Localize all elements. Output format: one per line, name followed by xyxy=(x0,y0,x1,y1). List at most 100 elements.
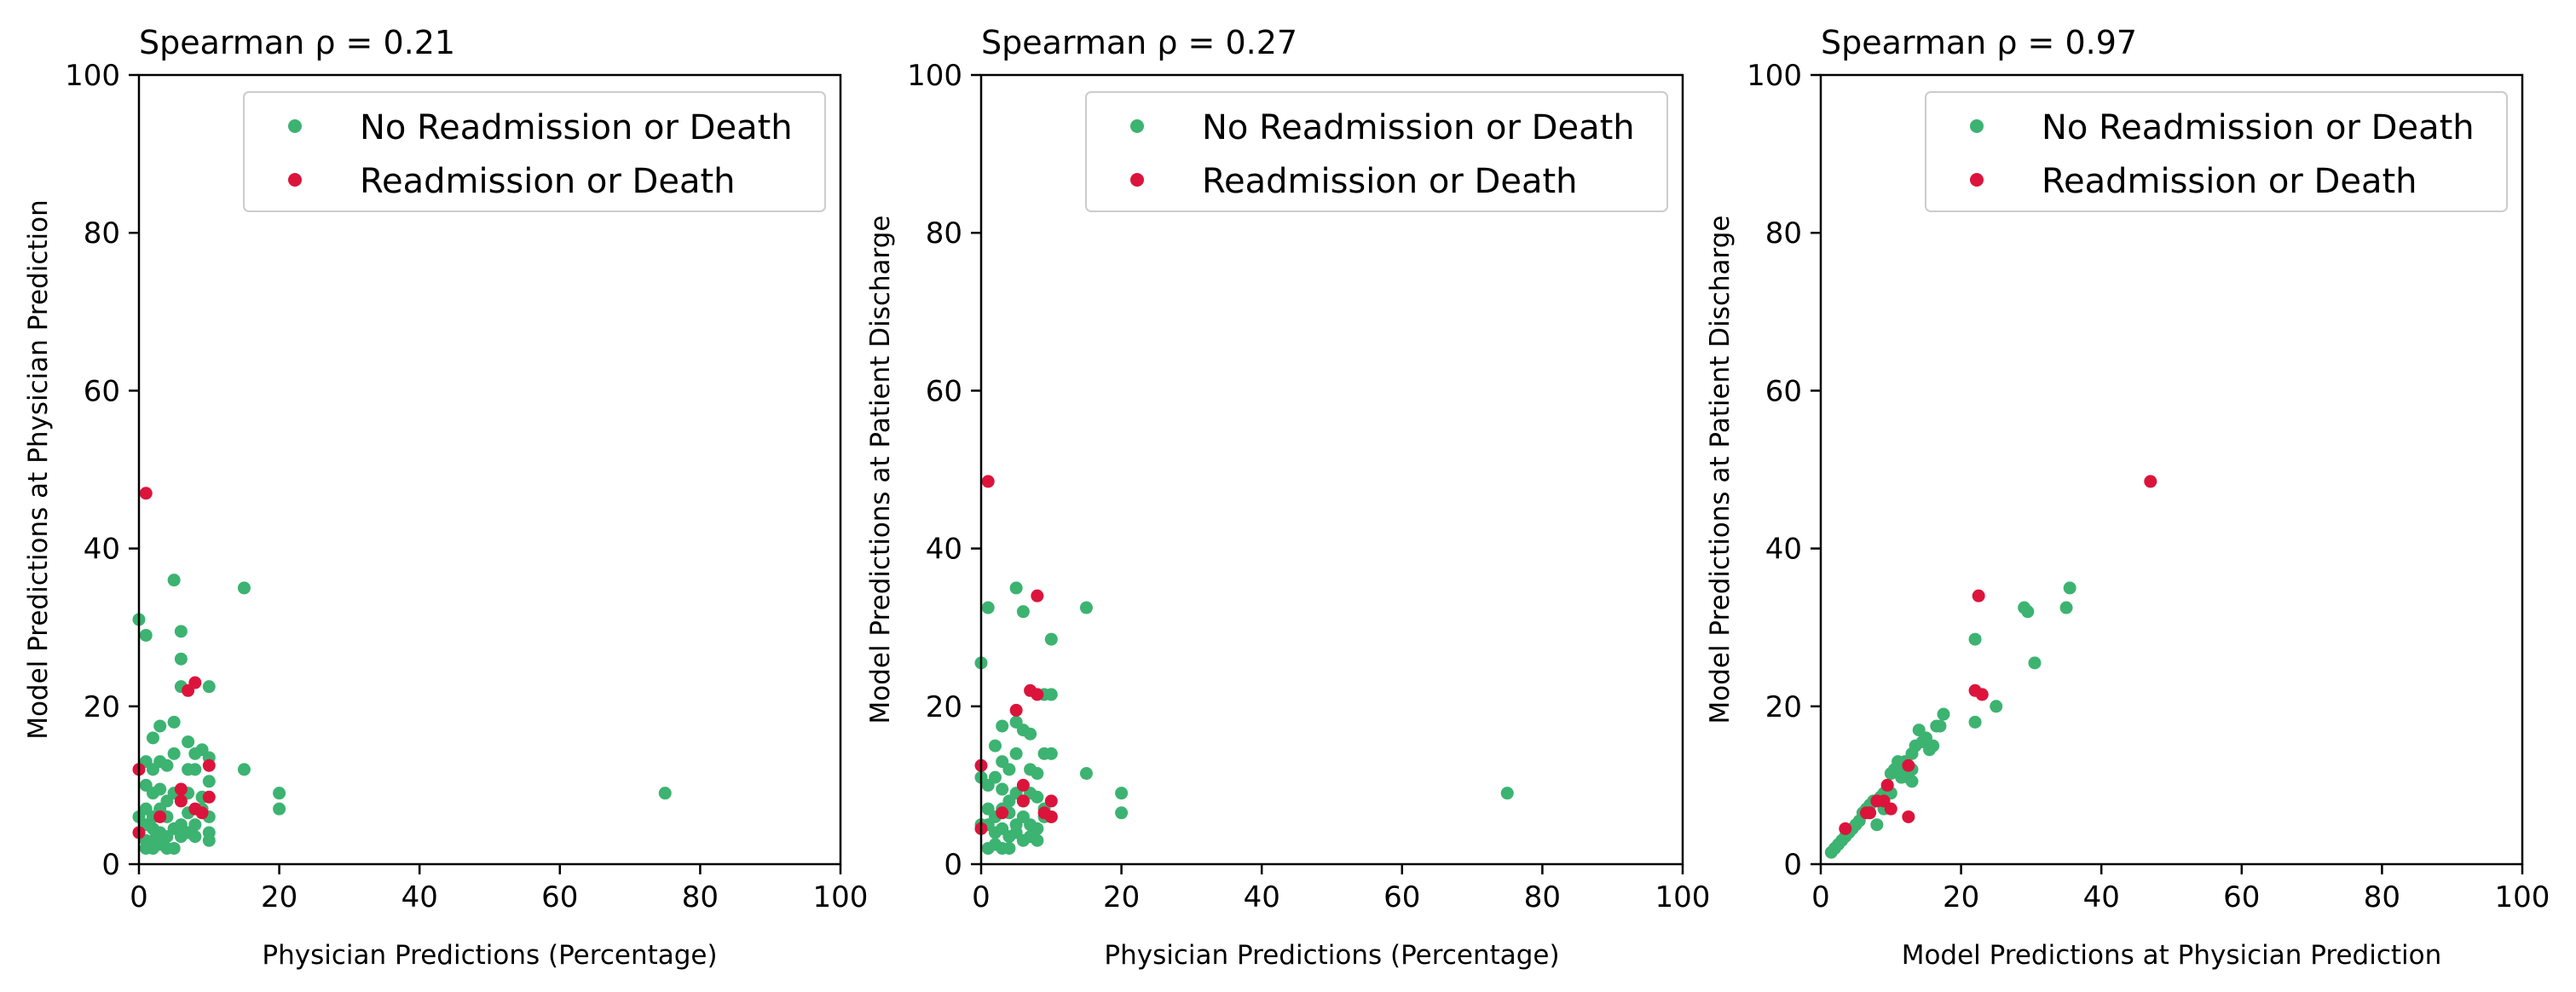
chart-1-point xyxy=(167,715,181,729)
chart-3-legend: No Readmission or Death Readmission or De… xyxy=(1925,91,2508,212)
chart-1-x-tick-label: 80 xyxy=(682,880,719,914)
chart-2-point xyxy=(988,770,1002,784)
chart-2-legend-box xyxy=(1085,91,1668,212)
chart-1-x-tick-label: 60 xyxy=(541,880,578,914)
chart-2-y-tick-label: 40 xyxy=(926,533,962,567)
chart-3-y-tick-label: 0 xyxy=(1783,848,1802,882)
chart-1-point xyxy=(202,680,216,694)
chart-3-point xyxy=(1902,758,1915,772)
chart-3-point xyxy=(1975,688,1989,701)
chart-2-point xyxy=(1079,767,1093,781)
chart-2-point xyxy=(1016,778,1030,792)
chart-3-point xyxy=(1972,589,1985,603)
chart-2-x-tick-label: 20 xyxy=(1103,880,1140,914)
chart-1-legend-marker xyxy=(288,173,302,187)
chart-2-point xyxy=(1016,794,1030,808)
chart-2-point xyxy=(1115,806,1129,820)
chart-3-point xyxy=(1990,700,2003,713)
chart-2-point xyxy=(981,601,995,614)
chart-1-series-1 xyxy=(132,574,672,855)
chart-2-y-tick-label: 20 xyxy=(926,690,962,724)
chart-2-point xyxy=(1044,794,1058,808)
chart-1-y-tick-label: 0 xyxy=(101,848,120,882)
chart-3-y-tick-label: 40 xyxy=(1765,533,1802,567)
chart-3-legend-marker xyxy=(1970,173,1984,187)
chart-1-y-axis-label: Model Predictions at Physician Predictio… xyxy=(23,199,54,740)
chart-2-legend-marker xyxy=(1130,119,1144,133)
chart-2-point xyxy=(1079,601,1093,614)
chart-2-y-tick-label: 80 xyxy=(926,216,962,251)
chart-1-point xyxy=(153,810,167,823)
chart-1-x-tick-label: 40 xyxy=(401,880,438,914)
chart-1-point xyxy=(146,731,159,745)
chart-2-point xyxy=(1009,703,1023,717)
chart-3-point xyxy=(2063,581,2076,595)
chart-3-plot-frame xyxy=(1819,73,2524,866)
chart-3-point xyxy=(2059,601,2073,614)
chart-1-x-axis-label: Physician Predictions (Percentage) xyxy=(262,940,717,971)
chart-3-point xyxy=(1870,818,1884,832)
chart-2-y-axis-label: Model Predictions at Patient Discharge xyxy=(865,215,896,724)
chart-2-point xyxy=(1009,747,1023,760)
chart-3-y-tick-label: 80 xyxy=(1765,216,1802,251)
chart-1-point xyxy=(153,782,167,796)
chart-2-point xyxy=(1009,581,1023,595)
chart-3-point xyxy=(2144,475,2157,488)
chart-2-legend-label: No Readmission or Death xyxy=(1202,108,1635,147)
chart-1-point xyxy=(160,758,174,772)
chart-2-point xyxy=(1500,787,1514,800)
chart-2-x-tick-label: 100 xyxy=(1655,880,1711,914)
chart-3-x-tick-label: 0 xyxy=(1811,880,1830,914)
chart-3-point xyxy=(2021,605,2035,619)
chart-1-point xyxy=(174,625,188,638)
chart-1-plot-frame xyxy=(137,73,842,866)
chart-1-point xyxy=(139,628,153,642)
chart-1-y-tick-label: 60 xyxy=(84,374,120,408)
chart-2-point xyxy=(996,806,1009,820)
chart-2-x-tick-label: 80 xyxy=(1524,880,1561,914)
chart-1-point xyxy=(237,581,251,595)
chart-3-point xyxy=(2028,656,2042,670)
chart-2-point xyxy=(1031,790,1044,804)
chart-1-x-tick-label: 20 xyxy=(261,880,297,914)
chart-2-point xyxy=(1002,841,1016,855)
chart-1-x-tick-label: 100 xyxy=(813,880,869,914)
chart-3-y-tick-label: 60 xyxy=(1765,374,1802,408)
chart-2-point xyxy=(1044,810,1058,823)
chart-1-point xyxy=(188,830,202,844)
chart-2-point xyxy=(988,739,1002,753)
chart-3-x-tick-label: 80 xyxy=(2364,880,2400,914)
chart-1-legend-label: Readmission or Death xyxy=(360,162,736,201)
chart-3-series-2 xyxy=(1839,475,2157,835)
chart-2-y-tick-label: 0 xyxy=(944,848,962,882)
chart-2-series-1 xyxy=(974,581,1514,855)
chart-1-point xyxy=(237,763,251,776)
chart-1-point xyxy=(202,790,216,804)
chart-3-x-tick-label: 40 xyxy=(2083,880,2120,914)
chart-3-point xyxy=(1880,778,1894,792)
chart-2-point xyxy=(1031,589,1044,603)
chart-1-point xyxy=(273,802,286,816)
chart-3-x-tick-label: 60 xyxy=(2223,880,2260,914)
chart-1-point xyxy=(167,841,181,855)
chart-1-y-tick-label: 40 xyxy=(84,533,120,567)
chart-1-point xyxy=(174,794,188,808)
chart-3-legend-box xyxy=(1925,91,2508,212)
chart-2-x-tick-label: 0 xyxy=(972,880,991,914)
chart-3-point xyxy=(1933,719,1947,733)
chart-1-point xyxy=(153,833,167,847)
chart-2-plot-frame xyxy=(979,73,1684,866)
chart-2-point xyxy=(1024,727,1037,741)
chart-2-y-tick-label: 100 xyxy=(907,59,962,93)
chart-1-y-tick-label: 80 xyxy=(84,216,120,251)
chart-3-point xyxy=(1902,810,1915,823)
chart-2-point xyxy=(1115,787,1129,800)
chart-3-legend-label: Readmission or Death xyxy=(2042,162,2417,201)
chart-2-legend-marker xyxy=(1130,173,1144,187)
panel-3: 0 20 40 60 80 100 0 20 40 60 80 100 Model Prediction… xyxy=(1705,24,2550,971)
chart-3-x-tick-label: 100 xyxy=(2495,880,2550,914)
chart-3-point xyxy=(1859,806,1873,820)
chart-1-point xyxy=(174,652,188,666)
chart-1-point xyxy=(153,719,167,733)
chart-3-legend-label: No Readmission or Death xyxy=(2042,108,2475,147)
